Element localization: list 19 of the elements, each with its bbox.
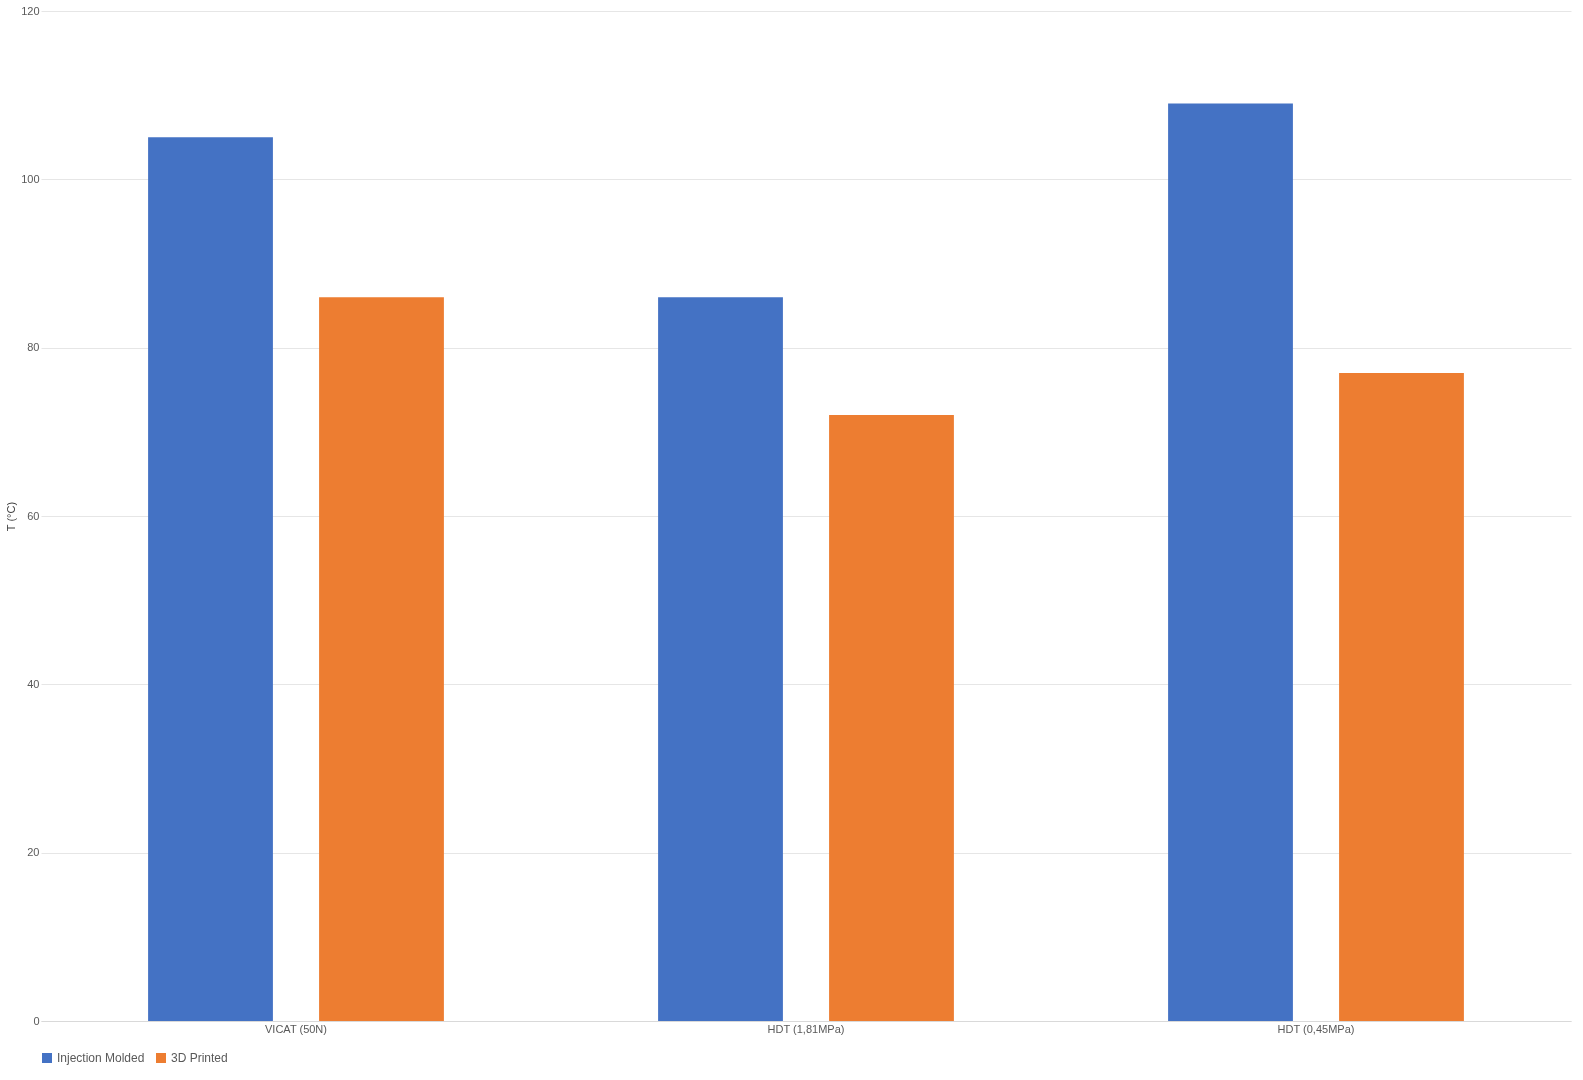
x-tick-label: HDT (1,81MPa) — [767, 1022, 845, 1035]
y-tick-label: 100 — [21, 172, 40, 185]
x-tick-label: HDT (0,45MPa) — [1277, 1022, 1355, 1035]
y-axis-title: T (°C) — [5, 501, 18, 532]
bar — [148, 137, 273, 1021]
y-tick-label: 40 — [27, 677, 40, 690]
bar — [658, 297, 783, 1021]
legend-label: 3D Printed — [171, 1051, 228, 1065]
bar — [829, 415, 954, 1021]
legend-label: Injection Molded — [57, 1051, 145, 1065]
bar — [1168, 103, 1293, 1021]
y-tick-label: 80 — [27, 341, 40, 354]
bar — [1339, 372, 1464, 1021]
y-tick-label: 20 — [27, 846, 40, 859]
y-tick-label: 120 — [21, 4, 40, 17]
bar — [319, 297, 444, 1021]
y-tick-label: 60 — [27, 509, 40, 522]
x-tick-label: VICAT (50N) — [265, 1022, 327, 1035]
y-tick-label: 0 — [33, 1014, 40, 1027]
